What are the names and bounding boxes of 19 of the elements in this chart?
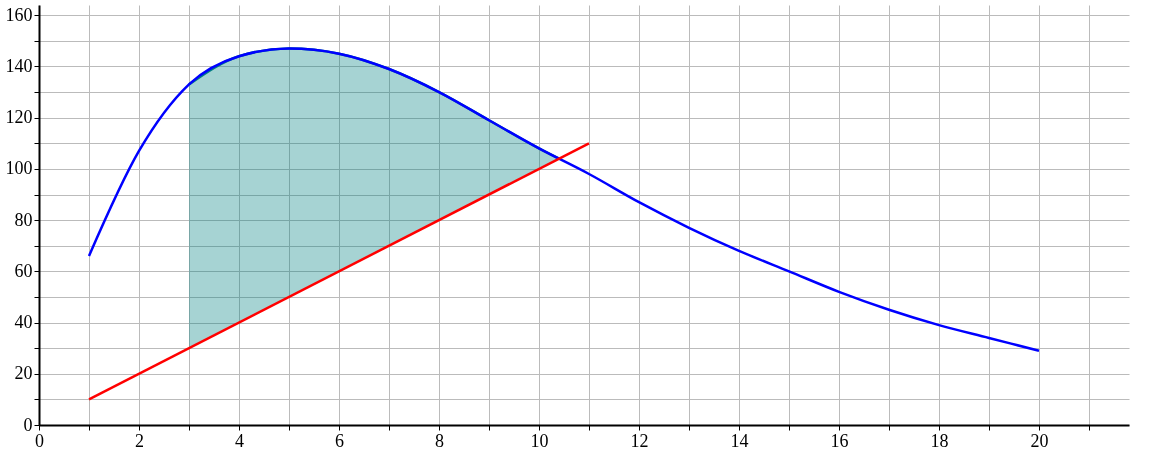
x-tick-label: 12 (630, 430, 649, 451)
x-tick-label: 10 (530, 430, 549, 451)
x-tick-label: 14 (730, 430, 749, 451)
x-tick-label: 4 (235, 430, 244, 451)
y-tick-label: 20 (14, 363, 33, 384)
x-tick-label: 6 (335, 430, 344, 451)
y-tick-label: 60 (14, 260, 33, 281)
y-tick-label: 160 (5, 4, 33, 25)
x-tick-label: 2 (135, 430, 144, 451)
x-tick-label: 16 (830, 430, 849, 451)
x-tick-label: 18 (930, 430, 949, 451)
y-tick-label: 140 (5, 55, 33, 76)
y-tick-label: 40 (14, 312, 33, 333)
y-tick-label: 100 (5, 158, 33, 179)
y-tick-label: 80 (14, 209, 33, 230)
x-tick-label: 20 (1030, 430, 1049, 451)
x-tick-label: 8 (435, 430, 444, 451)
y-tick-label: 120 (5, 107, 33, 128)
y-tick-label: 0 (23, 414, 33, 435)
